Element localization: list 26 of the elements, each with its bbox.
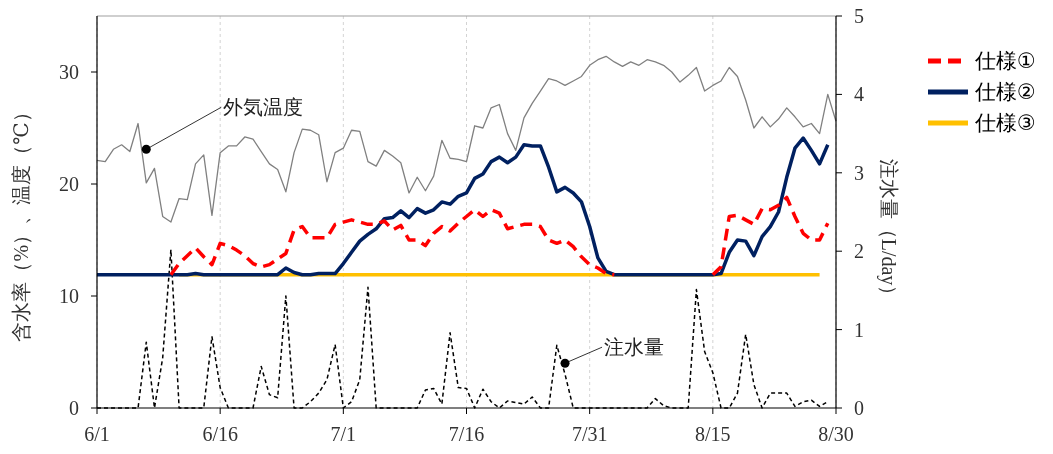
y-tick-label: 20 — [59, 173, 79, 195]
annotation: 注水量 — [604, 336, 665, 359]
y2-tick-label: 5 — [854, 5, 864, 27]
x-tick-label: 7/16 — [448, 423, 485, 445]
line-series — [96, 55, 837, 223]
y2-tick-label: 2 — [854, 240, 864, 263]
y-tick-label: 10 — [59, 285, 79, 307]
y-tick-label: 0 — [69, 397, 79, 419]
x-tick-label: 8/15 — [695, 423, 731, 445]
line-series — [95, 136, 830, 277]
x-tick-label: 7/1 — [330, 423, 357, 445]
y2-tick-label: 4 — [854, 83, 864, 106]
x-tick-label: 7/31 — [571, 423, 608, 445]
y2-axis-title: 注水量（L/day） — [877, 158, 900, 306]
legend-label: 仕様③ — [974, 111, 1036, 135]
x-tick-label: 6/1 — [84, 423, 110, 445]
y2-tick-label: 1 — [854, 318, 864, 341]
annotation: 外気温度 — [223, 96, 304, 119]
y2-tick-label: 3 — [854, 161, 864, 184]
legend-label: 仕様① — [974, 49, 1036, 73]
x-tick-label: 8/30 — [818, 423, 854, 445]
x-tick-label: 6/16 — [202, 423, 238, 445]
y-tick-label: 30 — [59, 61, 79, 83]
legend-label: 仕様② — [974, 80, 1036, 104]
y-axis-title: 含水率（%）、温度（℃） — [10, 102, 32, 342]
y2-tick-label: 0 — [854, 397, 864, 419]
